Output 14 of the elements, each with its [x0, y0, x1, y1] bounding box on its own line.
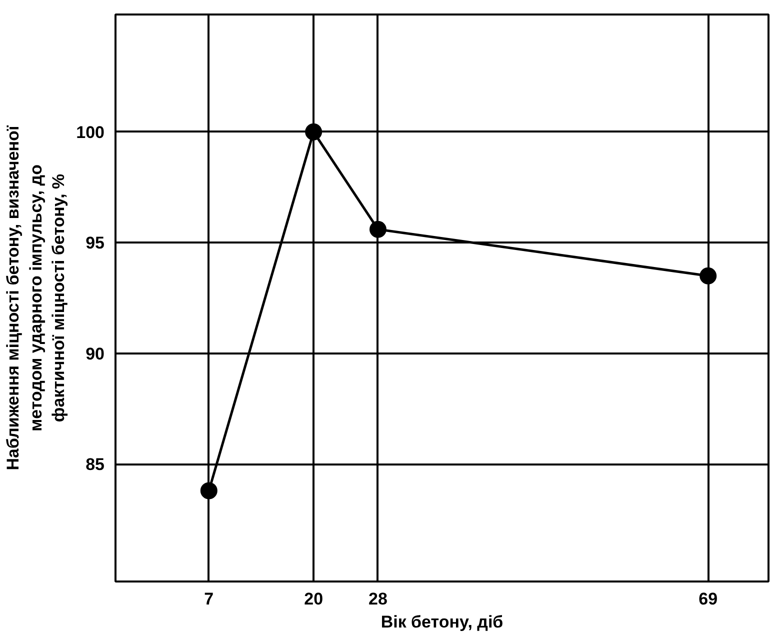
- point: [369, 220, 386, 238]
- point: [305, 123, 322, 140]
- point: [200, 482, 218, 500]
- y-axis-title: Наближення міцності бетону, визначеної методом ударного імпульсу, до фактичної міцності бетону, %: [4, 124, 68, 470]
- y-tick-label: 100: [76, 122, 105, 142]
- y-tick-label: 85: [86, 455, 105, 474]
- x-tick-label: 20: [304, 590, 324, 608]
- x-tick-label: 69: [698, 590, 718, 608]
- point: [700, 267, 717, 284]
- x-tick-label: 7: [204, 590, 214, 608]
- y-tick-label: 95: [86, 234, 105, 253]
- x-axis-title: Вік бетону, діб: [380, 612, 504, 632]
- x-tick-label: 28: [368, 590, 388, 608]
- y-tick-label: 90: [86, 344, 105, 364]
